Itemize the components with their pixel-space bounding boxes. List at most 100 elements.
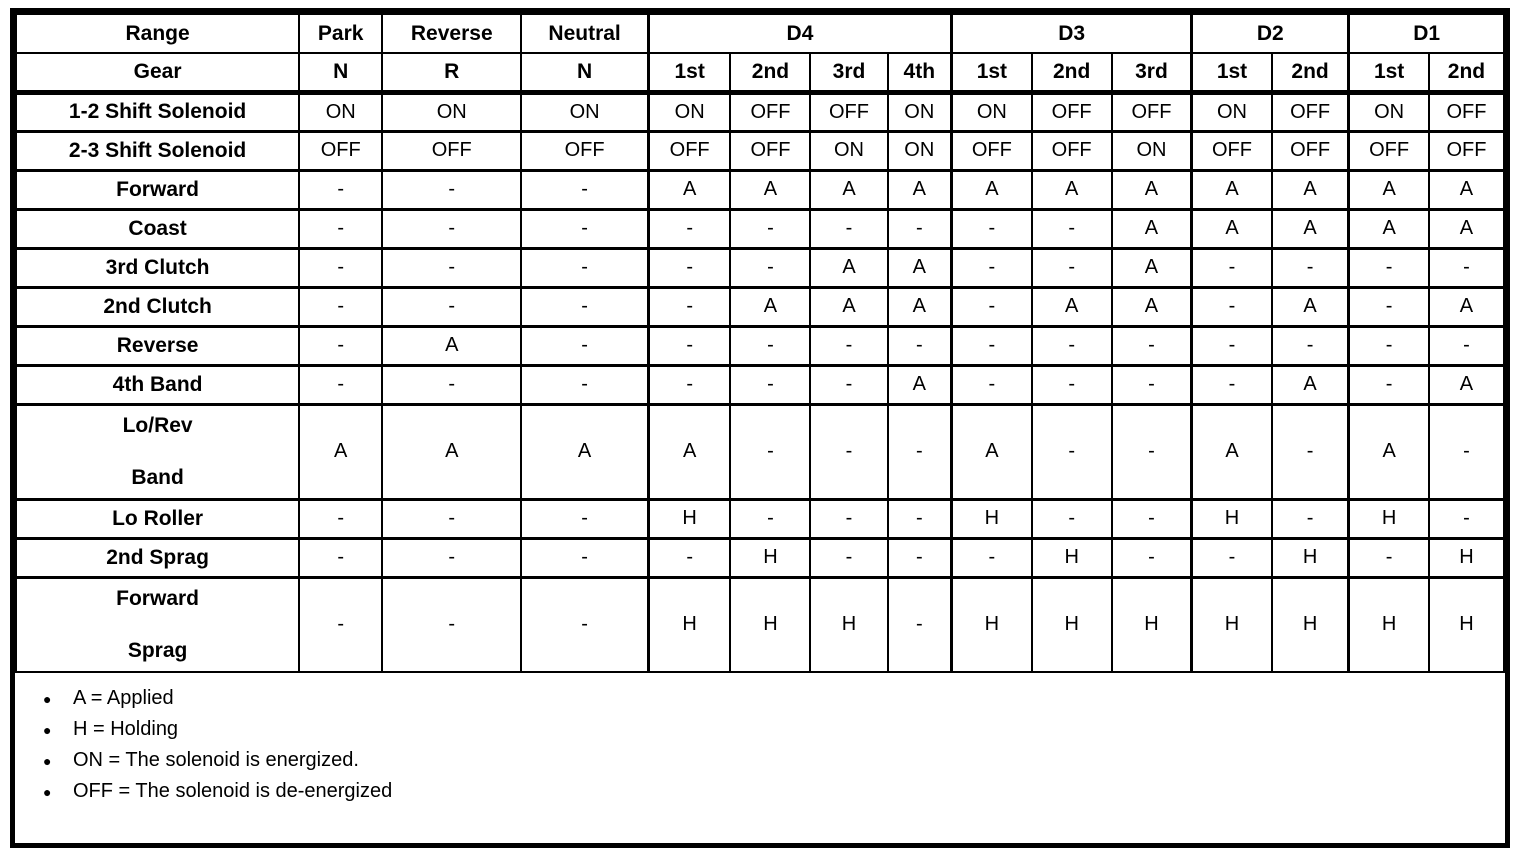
value-cell: - xyxy=(1270,402,1350,500)
legend-text: A = Applied xyxy=(73,687,174,709)
legend-item: ● H = Holding xyxy=(39,714,1505,745)
table-row: 2nd Sprag - - - - H - - - H - - H - H xyxy=(14,536,1506,578)
value-cell: A xyxy=(809,168,889,210)
value-cell: - xyxy=(950,536,1033,578)
value-cell: A xyxy=(729,285,812,327)
value-cell: - xyxy=(381,285,523,327)
row-label: 2nd Sprag xyxy=(14,536,301,578)
value-cell: ON xyxy=(950,90,1033,132)
value-cell: - xyxy=(886,575,953,673)
row-label: Forward xyxy=(14,168,301,210)
legend-text: OFF = The solenoid is de-energized xyxy=(73,780,393,802)
value-cell: OFF xyxy=(729,129,812,171)
value-cell: OFF xyxy=(1030,129,1113,171)
value-cell: - xyxy=(1030,324,1113,366)
value-cell: OFF xyxy=(1270,129,1350,171)
value-cell: ON xyxy=(1190,90,1273,132)
value-cell: OFF xyxy=(729,90,812,132)
value-cell: ON xyxy=(886,129,953,171)
value-cell: - xyxy=(1427,246,1506,288)
value-cell: - xyxy=(298,246,384,288)
value-cell: A xyxy=(1270,207,1350,249)
value-cell: - xyxy=(886,402,953,500)
legend: ● A = Applied ● H = Holding ● ON = The soleno… xyxy=(15,673,1505,807)
value-cell: A xyxy=(1347,207,1430,249)
value-cell: - xyxy=(1347,285,1430,327)
value-cell: H xyxy=(729,575,812,673)
value-cell: - xyxy=(646,246,732,288)
gear-header-row: Gear N R N 1st 2nd 3rd 4th 1st 2nd 3rd 1st 2nd 1st 2nd xyxy=(14,52,1506,95)
value-cell: - xyxy=(646,536,732,578)
value-cell: A xyxy=(729,168,812,210)
drive-range-header: D3 xyxy=(950,13,1193,54)
value-cell: - xyxy=(298,285,384,327)
value-cell: H xyxy=(1270,575,1350,673)
gear-cell: R xyxy=(381,52,523,95)
value-cell: ON xyxy=(381,90,523,132)
value-cell: - xyxy=(646,363,732,405)
table-header: Range Park Reverse Neutral D4 D3 D2 D1 Gear N R N 1s… xyxy=(14,13,1506,95)
value-cell: OFF xyxy=(646,129,732,171)
value-cell: - xyxy=(1110,363,1193,405)
value-cell: A xyxy=(1270,285,1350,327)
gear-cell: 1st xyxy=(1347,52,1430,95)
table-row: 2nd Clutch - - - - A A A - A A - A - A xyxy=(14,285,1506,327)
value-cell: A xyxy=(381,402,523,500)
value-cell: A xyxy=(1270,363,1350,405)
value-cell: - xyxy=(298,324,384,366)
value-cell: OFF xyxy=(1347,129,1430,171)
table-row: 2-3 Shift Solenoid OFF OFF OFF OFF OFF ON ON OFF… xyxy=(14,129,1506,171)
value-cell: A xyxy=(1110,168,1193,210)
document-frame: Range Park Reverse Neutral D4 D3 D2 D1 Gear N R N 1s… xyxy=(10,8,1510,848)
value-cell: - xyxy=(520,363,650,405)
value-cell: - xyxy=(520,324,650,366)
value-cell: A xyxy=(520,402,650,500)
value-cell: A xyxy=(1347,402,1430,500)
value-cell: - xyxy=(1347,324,1430,366)
gear-cell: 1st xyxy=(646,52,732,95)
drive-range-header: D4 xyxy=(646,13,953,54)
row-label-line: Band xyxy=(131,465,184,489)
value-cell: - xyxy=(1190,536,1273,578)
gear-cell: 3rd xyxy=(1110,52,1193,95)
value-cell: A xyxy=(1030,168,1113,210)
gear-cell: 1st xyxy=(950,52,1033,95)
value-cell: - xyxy=(886,324,953,366)
row-label: Lo Roller xyxy=(14,497,301,539)
value-cell: - xyxy=(809,207,889,249)
range-header-row: Range Park Reverse Neutral D4 D3 D2 D1 xyxy=(14,13,1506,54)
value-cell: H xyxy=(1427,575,1506,673)
value-cell: A xyxy=(809,246,889,288)
value-cell: - xyxy=(886,207,953,249)
value-cell: - xyxy=(520,575,650,673)
value-cell: - xyxy=(1110,497,1193,539)
value-cell: H xyxy=(1427,536,1506,578)
value-cell: - xyxy=(381,497,523,539)
gear-cell: N xyxy=(520,52,650,95)
value-cell: - xyxy=(520,246,650,288)
value-cell: H xyxy=(729,536,812,578)
value-cell: - xyxy=(381,363,523,405)
value-cell: A xyxy=(1110,285,1193,327)
gear-cell: 2nd xyxy=(1427,52,1506,95)
gear-cell: N xyxy=(298,52,384,95)
value-cell: - xyxy=(1110,402,1193,500)
value-cell: H xyxy=(646,497,732,539)
value-cell: - xyxy=(298,536,384,578)
table-row: Forward Sprag - - - H H H - H H H H H H H xyxy=(14,575,1506,673)
value-cell: OFF xyxy=(1270,90,1350,132)
row-label-line: Forward xyxy=(116,586,199,610)
value-cell: - xyxy=(1427,497,1506,539)
gear-cell: 2nd xyxy=(1030,52,1113,95)
value-cell: A xyxy=(1270,168,1350,210)
value-cell: H xyxy=(1190,575,1273,673)
row-label-line: Lo/Rev xyxy=(122,413,193,437)
value-cell: - xyxy=(520,285,650,327)
value-cell: - xyxy=(1270,246,1350,288)
value-cell: OFF xyxy=(381,129,523,171)
value-cell: H xyxy=(1270,536,1350,578)
row-label: Lo/Rev Band xyxy=(14,402,301,500)
value-cell: ON xyxy=(886,90,953,132)
value-cell: - xyxy=(298,497,384,539)
value-cell: - xyxy=(298,363,384,405)
